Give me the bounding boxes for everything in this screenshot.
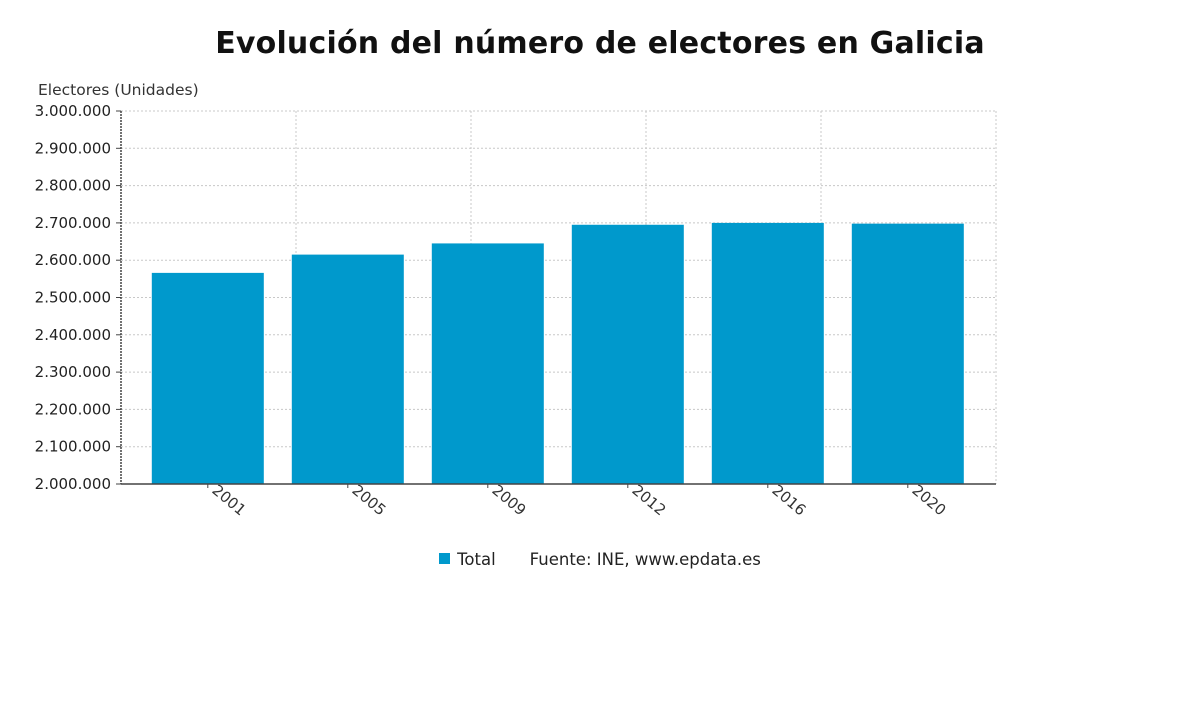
y-tick-label: 2.600.000 <box>35 251 111 269</box>
y-tick-label: 2.800.000 <box>35 177 111 195</box>
bar-2005 <box>291 254 404 484</box>
legend-label-total: Total <box>457 550 496 569</box>
source-note: Fuente: INE, www.epdata.es <box>529 550 761 569</box>
y-axis-label: Electores (Unidades) <box>38 81 199 99</box>
bar-2012 <box>571 224 684 484</box>
x-tick-label: 2009 <box>489 481 530 519</box>
y-tick-label: 2.400.000 <box>35 326 111 344</box>
bar-2020 <box>851 223 964 484</box>
x-tick-label: 2012 <box>629 481 670 519</box>
y-tick-label: 2.700.000 <box>35 214 111 232</box>
y-tick-label: 2.100.000 <box>35 438 111 456</box>
x-tick-label: 2005 <box>349 481 390 519</box>
bar-2016 <box>711 222 824 484</box>
legend: Total Fuente: INE, www.epdata.es <box>0 550 1200 569</box>
y-tick-label: 2.000.000 <box>35 475 111 493</box>
y-tick-label: 2.200.000 <box>35 400 111 418</box>
bar-2001 <box>151 272 264 484</box>
y-tick-label: 2.900.000 <box>35 139 111 157</box>
x-tick-label: 2016 <box>769 481 810 519</box>
legend-swatch-total <box>439 553 451 564</box>
y-tick-label: 3.000.000 <box>35 102 111 120</box>
chart-title: Evolución del número de electores en Gal… <box>215 26 985 61</box>
x-tick-label: 2001 <box>209 481 250 519</box>
y-tick-label: 2.500.000 <box>35 289 111 307</box>
x-tick-label: 2020 <box>909 481 950 519</box>
bar-2009 <box>431 243 544 484</box>
y-tick-label: 2.300.000 <box>35 363 111 381</box>
